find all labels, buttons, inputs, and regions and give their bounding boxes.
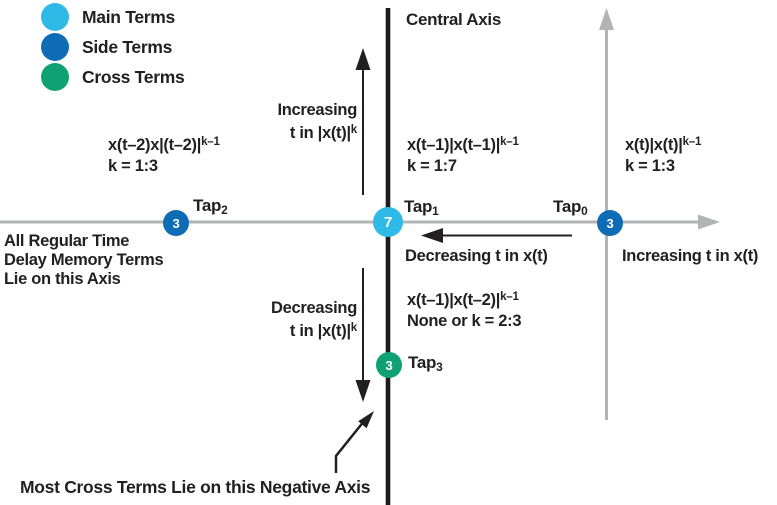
side-terms-dot-icon xyxy=(41,33,69,61)
increasing-k-label: Increasing t in |x(t)|k xyxy=(277,101,357,143)
legend-label: Cross Terms xyxy=(82,66,185,87)
horizontal-axis-arrowhead xyxy=(698,214,720,230)
tap0-label: Tap0 xyxy=(553,197,588,218)
tap2-node: 3 xyxy=(163,210,189,236)
tap0-expression: x(t)|x(t)|k–1 k = 1:3 xyxy=(625,136,702,176)
legend-label: Main Terms xyxy=(82,6,175,27)
decreasing-k-label: Decreasing t in |x(t)|k xyxy=(271,299,357,341)
regular-time-delay-note: All Regular Time Delay Memory Terms Lie … xyxy=(4,232,164,288)
legend-item-cross-terms: Cross Terms xyxy=(41,63,185,91)
right-vertical-axis-arrowhead xyxy=(599,8,614,30)
tap1-label: Tap1 xyxy=(404,197,439,218)
central-axis-label: Central Axis xyxy=(406,10,501,29)
tap0-node: 3 xyxy=(597,210,623,236)
tap2-label: Tap2 xyxy=(193,196,228,217)
cross-terms-callout-arrowhead xyxy=(358,411,374,429)
main-terms-dot-icon xyxy=(41,3,69,31)
tap3-label: Tap3 xyxy=(408,353,443,374)
decreasing-k-arrowhead xyxy=(355,380,371,402)
legend-label: Side Terms xyxy=(82,36,173,57)
legend-item-main-terms: Main Terms xyxy=(41,3,175,31)
increasing-x-label: Increasing t in x(t) xyxy=(622,247,759,265)
tap1-expression: x(t–1)|x(t–1)|k–1 k = 1:7 xyxy=(407,136,519,176)
central-axis-line xyxy=(385,8,391,505)
horizontal-axis-line xyxy=(0,220,698,224)
tap1-node: 7 xyxy=(373,207,403,237)
decreasing-x-label: Decreasing t in x(t) xyxy=(405,247,548,265)
increasing-k-arrowhead xyxy=(355,48,371,70)
decreasing-x-arrowhead xyxy=(421,228,443,243)
tap3-node: 3 xyxy=(376,352,402,378)
legend-item-side-terms: Side Terms xyxy=(41,33,172,61)
cross-terms-dot-icon xyxy=(41,63,69,91)
cross-terms-callout-arrow-shaft xyxy=(334,419,366,473)
tap2-expression: x(t–2)x|(t–2)|k–1 k = 1:3 xyxy=(108,136,220,176)
cross-terms-note: Most Cross Terms Lie on this Negative Ax… xyxy=(20,477,371,497)
tap3-expression: x(t–1)|x(t–2)|k–1 None or k = 2:3 xyxy=(407,291,522,331)
